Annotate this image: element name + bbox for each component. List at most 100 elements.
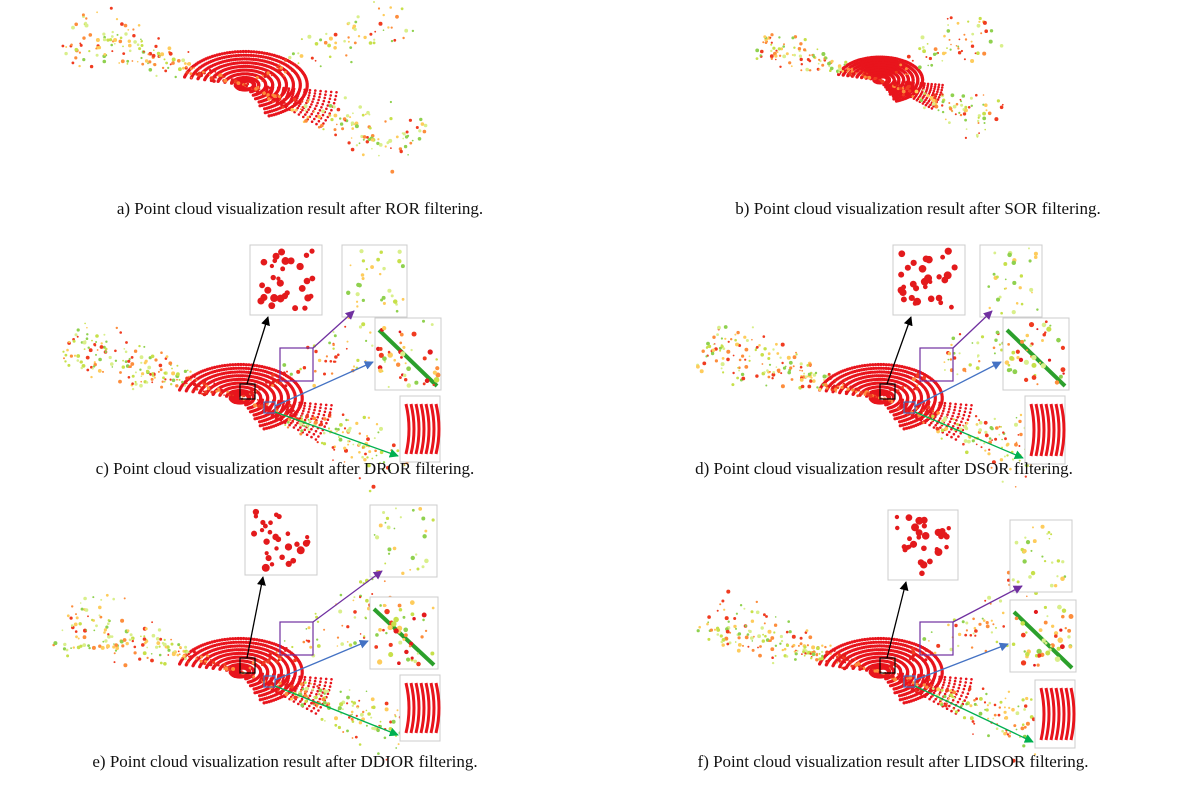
point — [948, 431, 951, 434]
point — [950, 16, 953, 19]
point — [193, 376, 195, 378]
point — [717, 326, 721, 330]
point — [260, 404, 264, 408]
point — [95, 48, 97, 50]
point — [304, 402, 307, 405]
point — [335, 91, 338, 94]
point — [905, 73, 907, 75]
point — [826, 387, 829, 390]
point — [902, 62, 905, 65]
point — [969, 411, 972, 414]
point — [916, 99, 919, 102]
point — [119, 371, 122, 374]
point — [402, 298, 405, 301]
point — [756, 57, 759, 60]
point — [345, 54, 347, 56]
point — [344, 326, 346, 328]
point — [999, 426, 1001, 428]
point — [243, 395, 246, 398]
point — [1024, 339, 1026, 341]
point — [168, 46, 172, 50]
point — [916, 384, 918, 386]
point — [128, 366, 130, 368]
point — [1029, 322, 1034, 327]
point — [935, 105, 939, 109]
point — [960, 114, 962, 116]
point — [768, 352, 771, 355]
point — [955, 113, 957, 115]
point — [352, 444, 354, 446]
point — [83, 341, 87, 345]
point — [134, 383, 137, 386]
point — [813, 56, 816, 59]
point — [132, 375, 135, 378]
point — [1034, 255, 1038, 259]
point — [299, 368, 302, 371]
point — [928, 280, 932, 284]
point — [909, 295, 915, 301]
point — [364, 453, 367, 456]
point — [938, 109, 940, 111]
point — [715, 359, 718, 362]
point — [984, 450, 986, 452]
point — [842, 70, 845, 73]
point — [328, 342, 331, 345]
point — [258, 387, 261, 390]
point — [907, 94, 910, 97]
point — [119, 331, 122, 334]
point — [940, 89, 943, 92]
point — [976, 341, 979, 344]
point — [138, 345, 140, 347]
point — [383, 14, 385, 16]
point — [947, 24, 949, 26]
point — [1012, 281, 1016, 285]
point — [874, 77, 877, 80]
point — [958, 112, 960, 114]
point — [938, 83, 941, 86]
point — [151, 372, 154, 375]
point — [963, 112, 966, 115]
point — [984, 122, 986, 124]
point — [879, 79, 881, 81]
point — [166, 355, 169, 358]
point — [978, 132, 980, 134]
point — [205, 385, 208, 388]
point — [154, 377, 156, 379]
point — [821, 52, 825, 56]
point — [412, 140, 414, 142]
point — [363, 36, 366, 39]
point — [941, 412, 944, 415]
point — [128, 40, 131, 43]
point — [934, 47, 938, 51]
point — [190, 67, 193, 70]
point — [91, 340, 93, 342]
point — [276, 381, 278, 383]
point — [957, 435, 960, 438]
point — [75, 333, 78, 336]
point — [222, 76, 225, 79]
point — [387, 141, 390, 144]
point — [333, 102, 336, 105]
point — [300, 429, 303, 432]
point — [816, 386, 818, 388]
point — [271, 384, 274, 387]
point — [296, 370, 300, 374]
point — [955, 419, 958, 422]
point — [100, 345, 104, 349]
point — [749, 355, 751, 357]
point — [929, 57, 932, 60]
point — [170, 379, 172, 381]
point — [809, 54, 811, 56]
point — [737, 367, 739, 369]
point — [355, 422, 358, 425]
point — [928, 424, 931, 427]
point — [334, 334, 337, 337]
point — [288, 56, 291, 59]
point — [954, 403, 957, 406]
point — [215, 390, 218, 393]
point — [964, 407, 967, 410]
point — [218, 389, 221, 392]
point — [975, 415, 977, 417]
point — [350, 61, 352, 63]
point — [409, 119, 412, 122]
